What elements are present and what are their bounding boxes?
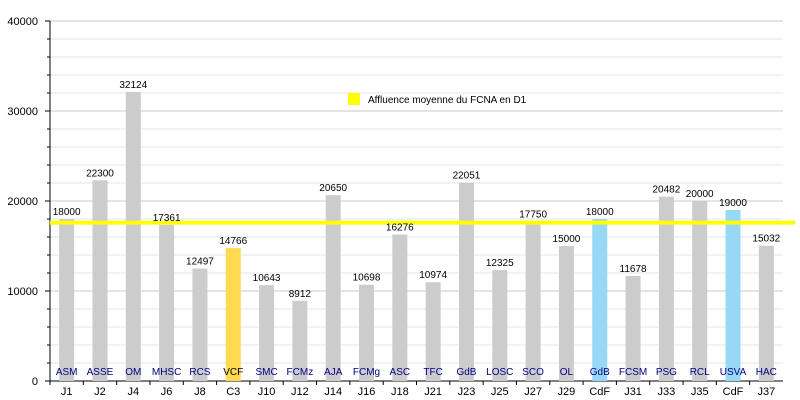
- team-label: FCMz: [287, 367, 314, 378]
- bar: [725, 210, 741, 381]
- bars: [59, 91, 774, 381]
- value-label: 15000: [553, 234, 581, 245]
- x-tick-label: J8: [194, 386, 206, 398]
- bar: [125, 91, 141, 381]
- bar: [325, 195, 341, 381]
- bar: [658, 196, 674, 381]
- x-tick-label: J2: [94, 386, 106, 398]
- x-tick-label: J37: [757, 386, 775, 398]
- value-label: 22051: [453, 171, 481, 182]
- value-label: 20650: [319, 183, 347, 194]
- value-label: 18000: [53, 207, 81, 218]
- x-tick-label: J6: [161, 386, 173, 398]
- bar: [592, 219, 608, 381]
- bar: [425, 282, 441, 381]
- bar: [492, 270, 508, 381]
- x-tick-label: C3: [226, 386, 240, 398]
- team-label: SCO: [522, 367, 544, 378]
- value-label: 32124: [119, 80, 147, 91]
- bar: [192, 268, 208, 381]
- legend-swatch: [348, 93, 360, 105]
- value-label: 15032: [752, 234, 780, 245]
- value-label: 20482: [652, 185, 680, 196]
- y-tick-label: 0: [32, 376, 38, 388]
- bar: [525, 221, 541, 381]
- value-label: 17361: [153, 213, 181, 224]
- value-label: 10974: [419, 270, 447, 281]
- x-tick-label: J16: [358, 386, 376, 398]
- x-tick-label: J4: [127, 386, 139, 398]
- bar: [692, 201, 708, 381]
- y-tick-label: 30000: [7, 106, 38, 118]
- x-tick-label: J23: [458, 386, 476, 398]
- value-label: 18000: [586, 207, 614, 218]
- bar: [292, 300, 308, 381]
- team-label: PSG: [656, 367, 677, 378]
- x-tick-label: J27: [524, 386, 542, 398]
- bar: [225, 248, 241, 381]
- team-label: OM: [125, 367, 141, 378]
- legend: Affluence moyenne du FCNA en D1: [348, 93, 527, 106]
- team-label: LOSC: [486, 367, 513, 378]
- team-label: AJA: [324, 367, 343, 378]
- x-tick-label: J14: [324, 386, 342, 398]
- bar: [59, 219, 75, 381]
- team-label: HAC: [756, 367, 777, 378]
- x-tick-label: J33: [658, 386, 676, 398]
- team-label: GdB: [590, 367, 610, 378]
- team-label: FCSM: [619, 367, 647, 378]
- labels: 0 10000 20000 30000 40000 18000 ASM J1 22300 ASSE…: [7, 16, 780, 398]
- x-tick-label: J21: [424, 386, 442, 398]
- bar: [259, 285, 275, 381]
- bar: [359, 284, 375, 381]
- team-label: MHSC: [152, 367, 181, 378]
- x-tick-label: J12: [291, 386, 309, 398]
- value-label: 10698: [353, 273, 381, 284]
- value-label: 17750: [519, 209, 547, 220]
- team-label: TFC: [423, 367, 442, 378]
- team-label: USVA: [720, 367, 747, 378]
- value-label: 12497: [186, 257, 214, 268]
- team-label: ASC: [390, 367, 411, 378]
- y-tick-label: 10000: [7, 286, 38, 298]
- y-tick-label: 20000: [7, 196, 38, 208]
- bar: [159, 224, 175, 381]
- x-tick-label: J25: [491, 386, 509, 398]
- value-label: 8912: [289, 289, 312, 300]
- value-label: 22300: [86, 168, 114, 179]
- y-tick-label: 40000: [7, 16, 38, 28]
- legend-label: Affluence moyenne du FCNA en D1: [368, 95, 527, 106]
- team-label: SMC: [255, 367, 277, 378]
- x-tick-label: J31: [624, 386, 642, 398]
- x-tick-label: J29: [558, 386, 576, 398]
- x-tick-label: CdF: [589, 386, 610, 398]
- x-tick-label: J1: [61, 386, 73, 398]
- value-label: 12325: [486, 258, 514, 269]
- value-label: 16276: [386, 223, 414, 234]
- x-tick-label: J35: [691, 386, 709, 398]
- x-tick-label: J10: [258, 386, 276, 398]
- value-label: 19000: [719, 198, 747, 209]
- value-label: 11678: [620, 264, 648, 275]
- value-label: 14766: [219, 236, 247, 247]
- x-tick-label: CdF: [723, 386, 744, 398]
- bar: [458, 182, 474, 381]
- bar: [558, 246, 574, 381]
- bar: [92, 180, 108, 381]
- bar: [392, 234, 408, 381]
- bar: [625, 275, 641, 381]
- team-label: GdB: [456, 367, 476, 378]
- team-label: RCS: [189, 367, 210, 378]
- value-label: 10643: [253, 273, 281, 284]
- team-label: VCF: [223, 367, 243, 378]
- x-tick-label: J18: [391, 386, 409, 398]
- team-label: RCL: [690, 367, 710, 378]
- team-label: ASM: [56, 367, 78, 378]
- team-label: ASSE: [87, 367, 114, 378]
- value-label: 20000: [686, 189, 714, 200]
- bar: [758, 245, 774, 381]
- team-label: FCMg: [353, 367, 380, 378]
- team-label: OL: [560, 367, 574, 378]
